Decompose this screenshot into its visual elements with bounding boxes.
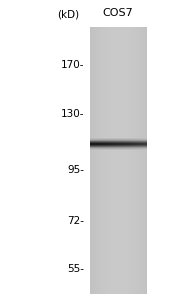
Bar <box>99 27 100 294</box>
Bar <box>103 27 104 294</box>
Text: 170-: 170- <box>61 60 84 70</box>
Bar <box>94 27 95 294</box>
Text: (kD): (kD) <box>57 10 79 20</box>
Bar <box>93 27 94 294</box>
Bar <box>130 27 131 294</box>
Bar <box>139 27 140 294</box>
Bar <box>104 27 105 294</box>
Bar <box>111 27 112 294</box>
Bar <box>143 27 144 294</box>
Bar <box>144 27 145 294</box>
Bar <box>146 27 147 294</box>
Bar <box>113 27 114 294</box>
Bar <box>132 27 133 294</box>
Bar <box>120 27 121 294</box>
Bar <box>95 27 96 294</box>
Bar <box>125 27 126 294</box>
Bar <box>133 27 134 294</box>
Bar <box>96 27 97 294</box>
Bar <box>112 27 113 294</box>
Bar <box>138 27 139 294</box>
Bar <box>134 27 135 294</box>
Bar <box>91 27 92 294</box>
Bar <box>92 27 93 294</box>
Bar <box>106 27 107 294</box>
Bar <box>114 27 115 294</box>
Bar <box>110 27 111 294</box>
Bar <box>109 27 110 294</box>
Bar <box>142 27 143 294</box>
Bar <box>102 27 103 294</box>
Bar <box>101 27 102 294</box>
Text: 55-: 55- <box>67 264 84 274</box>
Bar <box>126 27 127 294</box>
Bar <box>118 27 119 294</box>
Text: 95-: 95- <box>67 166 84 176</box>
Bar <box>135 27 136 294</box>
Bar <box>124 27 125 294</box>
Bar <box>127 27 128 294</box>
Bar <box>117 27 118 294</box>
Bar <box>137 27 138 294</box>
Text: 72-: 72- <box>67 216 84 226</box>
Bar <box>119 27 120 294</box>
Bar <box>105 27 106 294</box>
Bar <box>122 27 123 294</box>
Bar <box>107 27 108 294</box>
Bar <box>116 27 117 294</box>
Bar <box>97 27 98 294</box>
Bar <box>128 27 129 294</box>
Bar <box>121 27 122 294</box>
Bar <box>141 27 142 294</box>
Bar <box>108 27 109 294</box>
Bar <box>115 27 116 294</box>
Bar <box>140 27 141 294</box>
Bar <box>145 27 146 294</box>
Bar <box>123 27 124 294</box>
Bar <box>129 27 130 294</box>
Bar <box>100 27 101 294</box>
Bar <box>90 27 91 294</box>
Text: 130-: 130- <box>61 109 84 119</box>
Bar <box>136 27 137 294</box>
Text: COS7: COS7 <box>103 8 134 18</box>
Bar <box>98 27 99 294</box>
Bar <box>131 27 132 294</box>
